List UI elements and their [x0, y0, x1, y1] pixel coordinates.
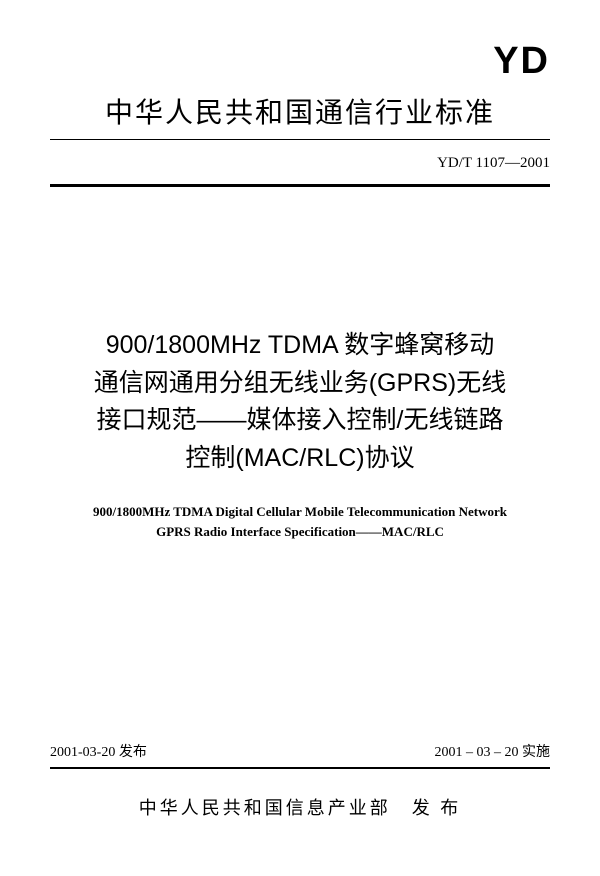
english-title-line: GPRS Radio Interface Specification——MAC/…	[156, 524, 444, 539]
main-title-line: 通信网通用分组无线业务(GPRS)无线	[94, 369, 507, 397]
effective-date: 2001 – 03 – 20 实施	[435, 741, 551, 761]
main-title-line: 900/1800MHz TDMA 数字蜂窝移动	[106, 331, 495, 359]
logo-text: YD	[50, 40, 550, 83]
main-title-line: 接口规范——媒体接入控制/无线链路	[97, 406, 504, 434]
issue-date: 2001-03-20 发布	[50, 741, 147, 761]
date-row: 2001-03-20 发布 2001 – 03 – 20 实施	[50, 741, 550, 761]
main-title: 900/1800MHz TDMA 数字蜂窝移动 通信网通用分组无线业务(GPRS…	[50, 327, 550, 477]
divider-thick	[50, 184, 550, 187]
divider-bottom	[50, 767, 550, 769]
english-title-line: 900/1800MHz TDMA Digital Cellular Mobile…	[93, 504, 507, 519]
english-title: 900/1800MHz TDMA Digital Cellular Mobile…	[50, 502, 550, 541]
publisher: 中华人民共和国信息产业部 发 布	[50, 794, 550, 820]
header-title: 中华人民共和国通信行业标准	[50, 91, 550, 131]
document-number: YD/T 1107—2001	[50, 155, 550, 172]
divider-thin	[50, 139, 550, 140]
main-title-line: 控制(MAC/RLC)协议	[185, 444, 414, 472]
